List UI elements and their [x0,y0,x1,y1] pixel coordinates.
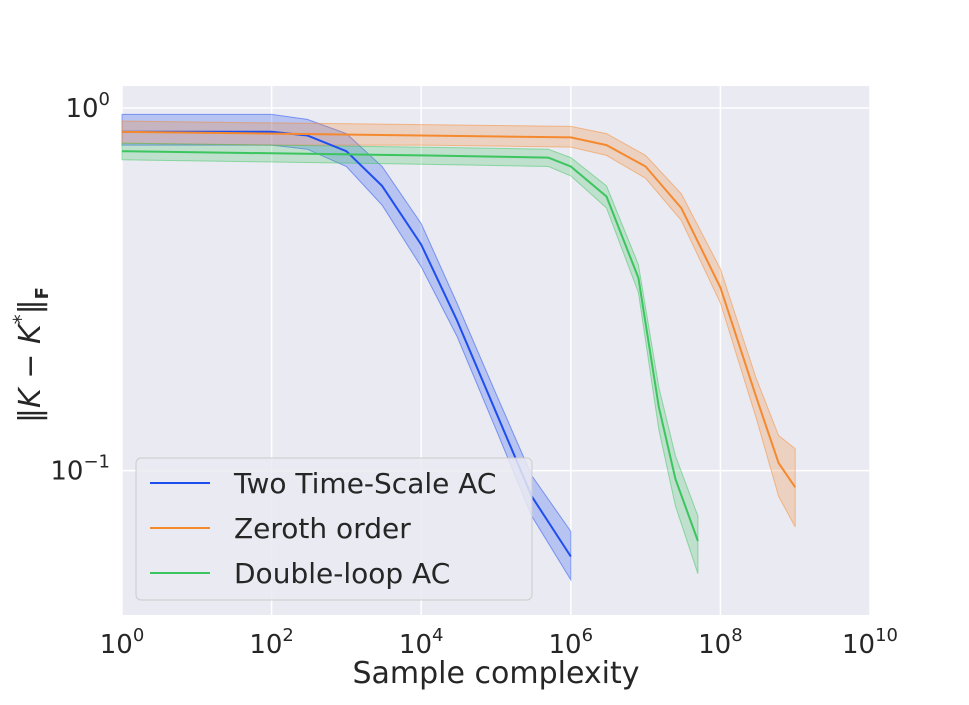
legend-label-two-time-scale-ac: Two Time-Scale AC [233,467,496,500]
x-axis-ticks: 100 102 104 106 108 1010 [100,625,898,660]
legend-label-zeroth-order: Zeroth order [234,512,411,545]
x-tick-label: 102 [249,625,294,660]
x-axis-label: Sample complexity [352,656,639,691]
y-tick-label: 10−1 [50,452,110,487]
x-tick-label: 108 [698,625,743,660]
line-double-loop-ac [121,150,699,542]
svg-text:‖K − K*‖F: ‖K − K*‖F [9,287,53,423]
band-two-time-scale-ac [121,113,572,582]
band-double-loop-ac [121,142,699,574]
y-tick-label: 100 [65,89,110,124]
band-zeroth-order [121,120,796,528]
y-axis-label: ‖K − K*‖F [9,287,53,423]
legend-box [135,457,533,601]
x-tick-label: 100 [100,625,145,660]
x-tick-label: 104 [399,625,444,660]
x-tick-label: 1010 [842,625,898,660]
line-zeroth-order [121,130,797,488]
confidence-bands [121,113,796,582]
x-tick-label: 106 [549,625,594,660]
line-two-time-scale-ac [122,130,572,558]
legend-label-double-loop-ac: Double-loop AC [234,557,450,590]
series-lines [121,130,797,558]
legend: Two Time-Scale AC Zeroth order Double-loop… [135,457,533,601]
y-axis-ticks: 100 10−1 [50,89,110,487]
